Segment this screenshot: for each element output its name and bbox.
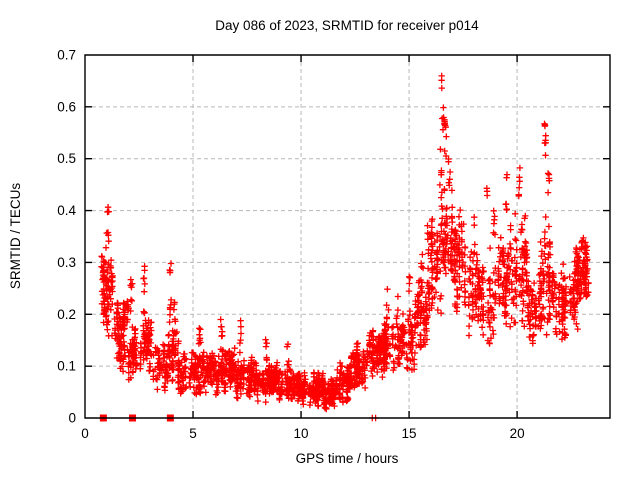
x-tick-label: 5 (189, 426, 197, 441)
x-axis-label: GPS time / hours (296, 451, 399, 466)
y-tick-label: 0.4 (57, 203, 76, 218)
y-tick-label: 0.1 (57, 359, 76, 374)
axes-path (84, 54, 611, 419)
y-tick-label: 0.7 (57, 48, 76, 63)
y-tick-label: 0.2 (57, 307, 76, 322)
y-tick-label: 0.6 (57, 99, 76, 114)
y-axis-label: SRMTID / TECUs (8, 183, 23, 290)
y-tick-label: 0.3 (57, 255, 76, 270)
axes (84, 54, 611, 419)
scatter-points (98, 72, 592, 422)
x-tick-label: 10 (294, 426, 309, 441)
y-tick-label: 0.5 (57, 151, 76, 166)
tick-labels: 0 5 10 15 20 0 0.1 0.2 0.3 0.4 0.5 0.6 0.7 (57, 48, 524, 442)
y-tick-label: 0 (68, 411, 76, 426)
chart-title: Day 086 of 2023, SRMTID for receiver p01… (215, 18, 479, 33)
x-tick-label: 20 (510, 426, 525, 441)
x-tick-label: 0 (81, 426, 89, 441)
data-points-path (98, 72, 592, 422)
x-tick-label: 15 (402, 426, 417, 441)
